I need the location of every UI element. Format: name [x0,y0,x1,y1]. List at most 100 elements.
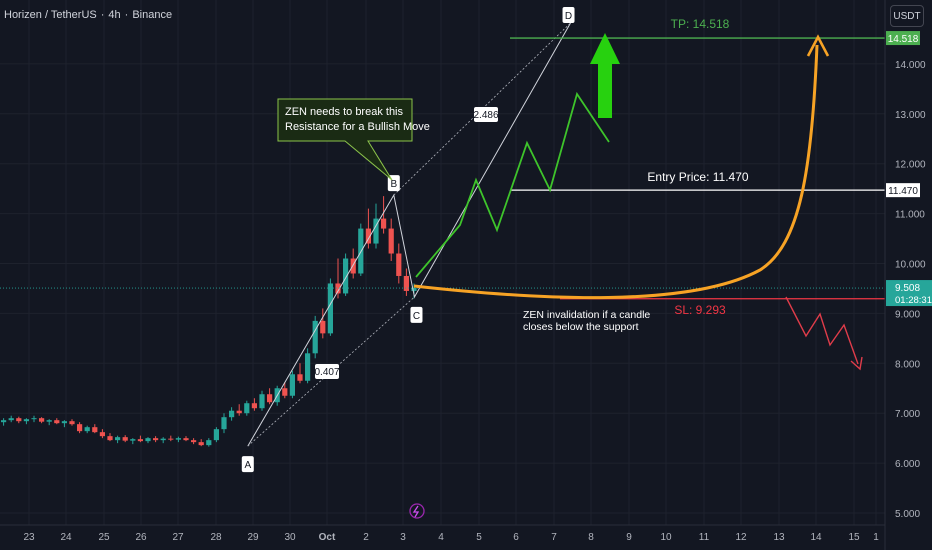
time-tick-label: 30 [284,532,296,543]
candle [122,435,128,443]
resistance-callout: ZEN needs to break this Resistance for a … [277,98,430,181]
candle-body [343,258,349,294]
candle [229,407,235,421]
candle-body [107,436,113,441]
candle [365,208,371,249]
candle [61,420,67,428]
candle [350,248,356,279]
time-tick-label: Oct [319,532,336,543]
candle [236,404,242,416]
time-tick-label: 23 [23,532,35,543]
candle [130,438,136,445]
candle-body [39,418,45,422]
candle [175,436,181,443]
candle [198,439,204,447]
tp-label: TP: 14.518 [671,17,730,31]
tp-price-tag-text: 14.518 [888,34,919,45]
time-tick-label: 4 [438,532,444,543]
candle-body [23,419,29,422]
currency-unit-button[interactable]: USDT [890,5,924,27]
candle [153,436,159,443]
candle-body [244,403,250,414]
candle-body [61,421,67,424]
candle-body [388,228,394,254]
candle-body [251,403,257,409]
arc-arrowhead-icon [806,34,830,57]
event-bolt [412,505,420,518]
candle [267,388,273,405]
candle-body [312,320,318,354]
bullish-arrow-icon [590,33,620,118]
point-c-label: C [410,306,423,323]
candle-body [403,275,409,291]
candle-body [115,437,121,441]
event-circle [409,503,425,519]
candle-body [84,427,90,432]
time-tick-label: 25 [98,532,110,543]
candle-body [168,438,174,440]
ratio-box [315,364,339,379]
time-tick-label: 10 [660,532,672,543]
resistance-text-line: ZEN needs to break this [285,106,404,118]
time-tick-label: 26 [135,532,147,543]
point-d-label-text: D [565,11,572,22]
abcd-legs [247,22,571,447]
candle-body [236,410,242,414]
candle [23,418,29,425]
chart-header: Horizen / TetherUS · 4h · Binance [4,9,176,21]
candle-body [130,439,136,441]
candle [107,433,113,442]
candle-body [213,429,219,441]
last-price-bg [886,280,932,307]
time-tick-label: 3 [400,532,406,543]
price-tick-label: 10.000 [895,260,926,271]
candle [381,196,387,234]
candle-body [137,439,143,442]
bullish-projection-path [415,91,610,278]
candle [388,218,394,262]
point-box [562,6,575,23]
candle [69,419,75,426]
candle-body [54,420,60,424]
time-tick-label: 13 [773,532,785,543]
countdown-text: 01:28:31 [895,295,932,306]
candle-body [31,418,37,420]
ratio-bc-label: 0.407 [314,364,340,379]
time-tick-label: 6 [513,532,519,543]
grid-lines [0,0,885,525]
point-a-label: A [241,456,254,473]
candle-body [327,283,333,334]
price-axis-bg [885,0,932,550]
time-tick-label: 24 [60,532,72,543]
point-a-label-text: A [244,460,251,471]
candle-body [259,394,265,409]
candle-body [160,438,166,441]
candle-body [365,228,371,244]
candle-body [381,218,387,229]
invalidation-text-line: closes below the support [523,321,639,333]
candle-body [69,421,75,425]
candle [312,315,318,359]
candle-body [92,427,98,433]
candle [54,418,60,425]
time-tick-label: 29 [247,532,259,543]
candle [358,223,364,276]
time-tick-label: 7 [551,532,557,543]
price-axis: 5.000 6.000 7.000 8.000 9.000 10.000 11.000 12.… [884,0,932,550]
candle [1,418,7,426]
exchange-name: Binance [132,9,173,21]
candle [46,419,52,426]
time-tick-label: 15 [848,532,860,543]
point-b-label-text: B [390,179,397,190]
entry-price-tag: 11.470 [886,183,920,198]
candle-body [297,374,303,381]
candle [145,437,151,444]
candle-body [46,420,52,422]
candle [297,363,303,384]
timeframe[interactable]: 4h [108,9,121,21]
candle [289,370,295,399]
point-box [241,456,254,473]
candle-body [411,287,417,291]
